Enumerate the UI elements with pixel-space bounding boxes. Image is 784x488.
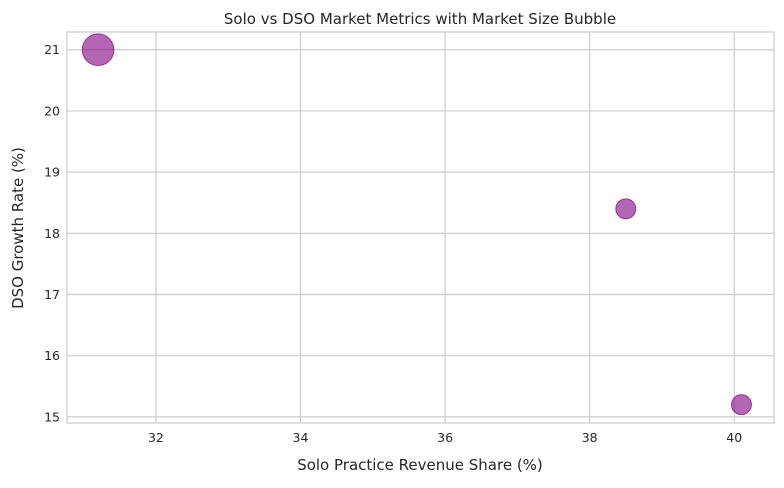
points: [81, 33, 752, 416]
y-tick-label: 20: [44, 103, 60, 118]
grid: [67, 32, 774, 423]
y-tick-label: 18: [44, 226, 60, 241]
y-tick-label: 21: [44, 42, 60, 57]
chart-title: Solo vs DSO Market Metrics with Market S…: [224, 10, 616, 28]
x-tick-label: 32: [148, 430, 164, 445]
y-axis-label: DSO Growth Rate (%): [9, 147, 27, 309]
x-tick-label: 40: [726, 430, 742, 445]
x-tick-label: 36: [437, 430, 453, 445]
y-tick-label: 19: [44, 165, 60, 180]
tick-labels: 32 34 36 38 40 15 16 17 18 19 20 21: [44, 42, 742, 445]
y-tick-label: 17: [44, 287, 60, 302]
data-point: [81, 33, 115, 67]
y-tick-label: 16: [44, 348, 60, 363]
x-tick-label: 34: [293, 430, 309, 445]
y-tick-label: 15: [44, 409, 60, 424]
x-tick-label: 38: [582, 430, 598, 445]
x-axis-label: Solo Practice Revenue Share (%): [297, 456, 543, 474]
data-point: [615, 198, 637, 220]
data-point: [730, 394, 752, 416]
plot-frame: [66, 31, 775, 424]
